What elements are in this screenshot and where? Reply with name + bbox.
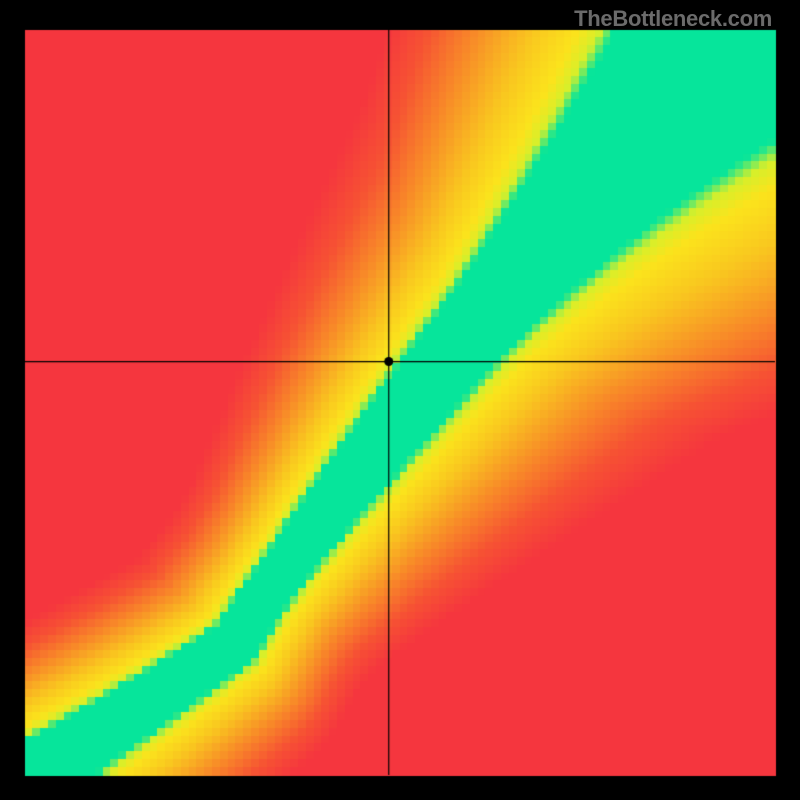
chart-container: TheBottleneck.com [0,0,800,800]
watermark-text: TheBottleneck.com [574,6,772,32]
heatmap-canvas [0,0,800,800]
